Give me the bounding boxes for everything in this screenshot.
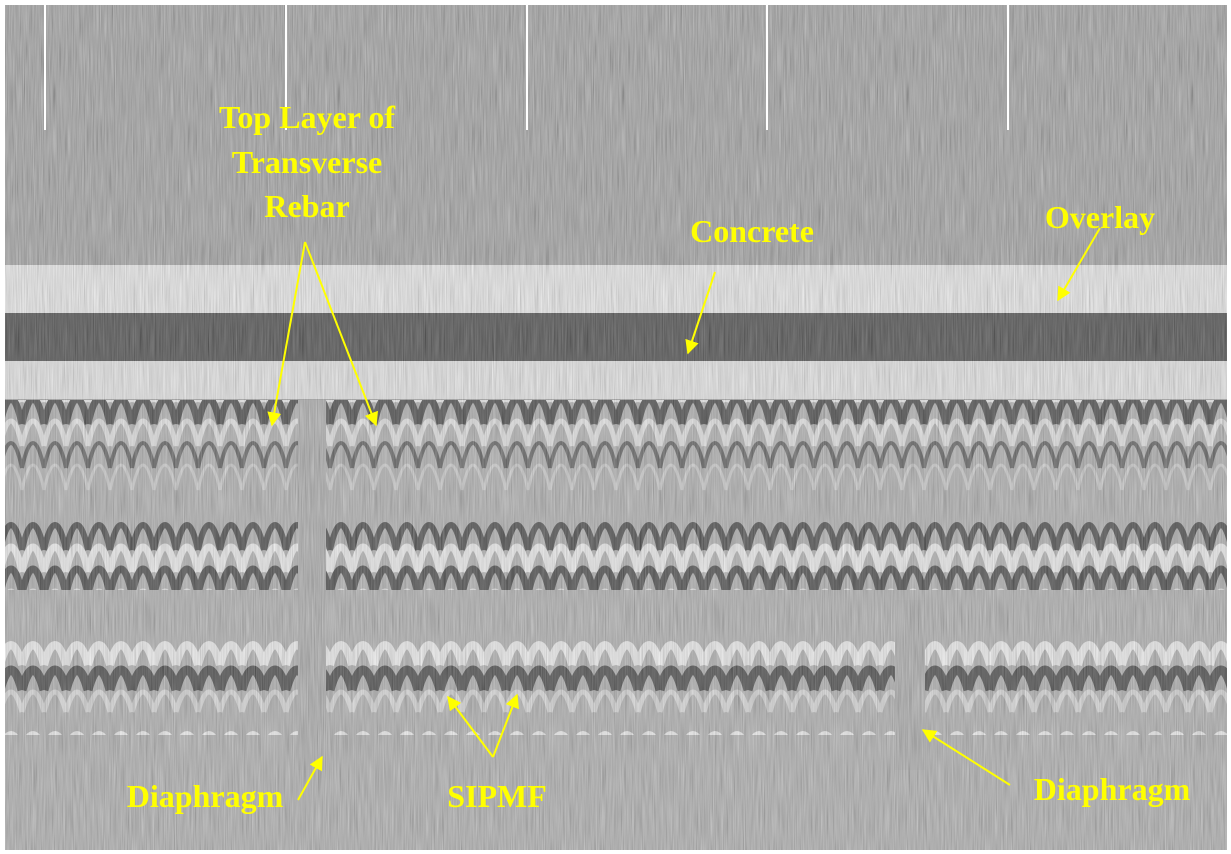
annotation: Overlay — [1045, 199, 1155, 235]
annotation: SIPMF — [447, 778, 547, 814]
radargram: Top Layer of Transverse Rebar Concrete O… — [0, 0, 1231, 854]
annotation: Diaphragm — [1034, 771, 1191, 807]
scan-image — [5, 5, 1227, 850]
annotation: Concrete — [690, 213, 814, 249]
annotation: Transverse — [232, 144, 382, 180]
annotation: Rebar — [264, 188, 349, 224]
annotation: Top Layer of — [219, 99, 395, 135]
annotation: Diaphragm — [127, 778, 284, 814]
